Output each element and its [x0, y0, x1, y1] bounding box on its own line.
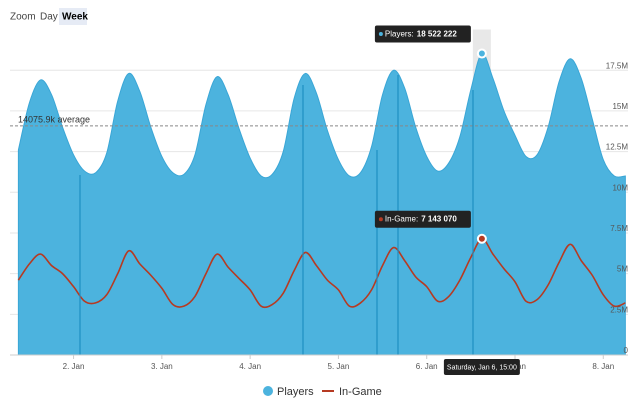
legend-swatch	[263, 386, 273, 396]
tooltip-box	[374, 210, 471, 228]
y-tick-label: 0	[624, 346, 629, 355]
y-tick-label: 7.5M	[610, 224, 628, 233]
x-tick-label: 8. Jan	[592, 362, 614, 371]
legend-label[interactable]: In-Game	[339, 386, 382, 398]
tooltip-text: In-Game: 7 143 070	[385, 215, 457, 224]
legend-label[interactable]: Players	[277, 386, 314, 398]
tooltip-value: 18 522 222	[417, 30, 458, 39]
y-tick-label: 5M	[617, 265, 628, 274]
tooltip-label: In-Game:	[385, 215, 418, 224]
zoom-label: Zoom	[10, 12, 36, 23]
hover-point	[476, 233, 487, 244]
average-label: 14075.9k average	[18, 114, 90, 124]
tooltip-box	[374, 25, 471, 43]
tooltip-dot	[378, 217, 383, 222]
tooltip-label: Players:	[385, 30, 414, 39]
x-tooltip-text: Saturday, Jan 6, 15:00	[447, 364, 517, 371]
tooltip-value: 7 143 070	[421, 215, 457, 224]
tooltips: Players: 18 522 222 In-Game: 7 143 070 Satur…	[374, 25, 520, 375]
x-tick-label: 3. Jan	[151, 362, 173, 371]
y-tick-label: 12.5M	[606, 143, 629, 152]
hover-point	[476, 48, 487, 59]
x-tooltip-box	[443, 359, 520, 375]
plot: 14075.9k average	[10, 53, 628, 356]
zoom-week[interactable]: Week	[62, 12, 88, 23]
x-tick-label: 2. Jan	[63, 362, 85, 371]
x-tick-label: 6. Jan	[416, 362, 438, 371]
tooltip-text: Players: 18 522 222	[385, 30, 457, 39]
ingame-line	[17, 237, 626, 309]
y-tick-label: 15M	[612, 102, 628, 111]
zoom-selected-bg	[59, 8, 87, 25]
y-tick-label: 17.5M	[606, 61, 629, 70]
y-tick-label: 10M	[612, 183, 628, 192]
y-tick-label: 2.5M	[610, 305, 628, 314]
x-tick-label: 4. Jan	[239, 362, 261, 371]
players-area	[17, 53, 626, 356]
zoom-day[interactable]: Day	[40, 12, 58, 23]
x-tick-label: 5. Jan	[328, 362, 350, 371]
tooltip-dot	[378, 32, 383, 37]
